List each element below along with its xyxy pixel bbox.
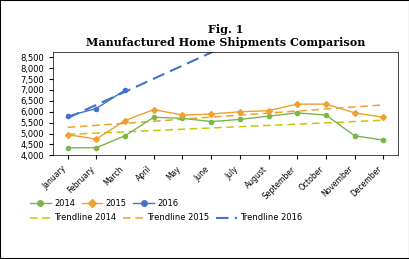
- 2014: [122, 134, 127, 137]
- 2014: [380, 139, 385, 142]
- 2016: [122, 88, 127, 91]
- 2015: [151, 108, 156, 111]
- 2014: [351, 134, 356, 137]
- 2015: [265, 109, 270, 112]
- 2014: [265, 114, 270, 118]
- 2014: [208, 120, 213, 123]
- 2014: [180, 117, 184, 120]
- 2014: [151, 116, 156, 119]
- 2014: [294, 111, 299, 114]
- 2014: [237, 118, 242, 121]
- Line: 2014: 2014: [65, 111, 384, 150]
- 2014: [323, 113, 328, 117]
- Line: 2016: 2016: [65, 88, 127, 118]
- 2015: [180, 113, 184, 117]
- 2015: [122, 119, 127, 122]
- 2015: [380, 116, 385, 119]
- 2014: [94, 146, 99, 149]
- Title: Fig. 1
Manufactured Home Shipments Comparison: Fig. 1 Manufactured Home Shipments Compa…: [85, 24, 364, 48]
- 2016: [94, 107, 99, 110]
- 2015: [208, 112, 213, 116]
- 2015: [294, 103, 299, 106]
- Line: 2015: 2015: [65, 102, 384, 141]
- 2015: [351, 111, 356, 114]
- 2014: [65, 146, 70, 149]
- 2015: [94, 138, 99, 141]
- 2015: [65, 133, 70, 136]
- 2016: [65, 114, 70, 118]
- Legend: Trendline 2014, Trendline 2015, Trendline 2016: Trendline 2014, Trendline 2015, Trendlin…: [27, 210, 305, 226]
- 2015: [323, 103, 328, 106]
- 2015: [237, 110, 242, 113]
